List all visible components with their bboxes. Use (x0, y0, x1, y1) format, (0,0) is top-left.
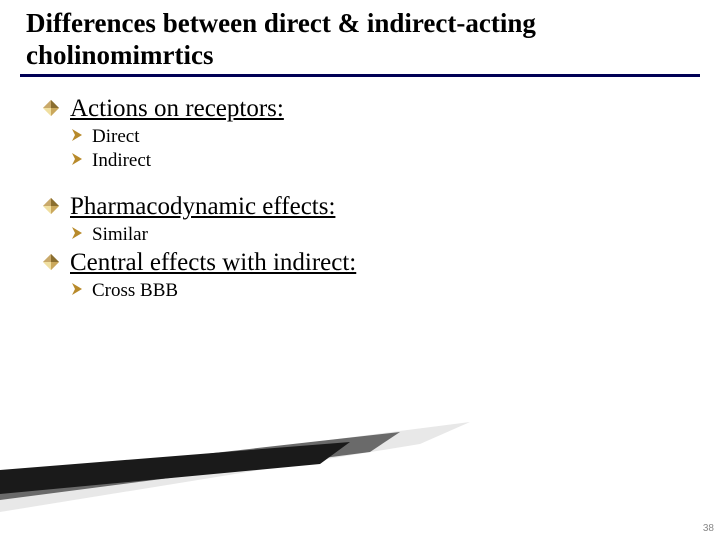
arrow-icon (70, 226, 84, 240)
page-number: 38 (703, 523, 714, 534)
bullet-text: Indirect (92, 150, 151, 171)
diamond-icon (42, 99, 60, 117)
bullet-text: Similar (92, 224, 148, 245)
bullet-text: Cross BBB (92, 280, 178, 301)
bullet-level2: Indirect (70, 149, 700, 173)
bullet-text: Central effects with indirect: (70, 249, 356, 276)
corner-decoration (0, 422, 470, 512)
bullet-text: Pharmacodynamic effects: (70, 193, 335, 220)
bullet-level1: Central effects with indirect: (42, 249, 700, 277)
bullet-text: Actions on receptors: (70, 95, 284, 122)
diamond-icon (42, 253, 60, 271)
bullet-level2: Similar (70, 223, 700, 247)
bullet-level2: Direct (70, 125, 700, 149)
diamond-icon (42, 197, 60, 215)
arrow-icon (70, 152, 84, 166)
slide-title: Differences between direct & indirect-ac… (20, 8, 700, 77)
bullet-level2: Cross BBB (70, 279, 700, 303)
bullet-level1: Actions on receptors: (42, 95, 700, 123)
slide-content: Actions on receptors: Direct Indirect Ph… (20, 95, 700, 303)
bullet-level1: Pharmacodynamic effects: (42, 193, 700, 221)
bullet-text: Direct (92, 126, 139, 147)
arrow-icon (70, 282, 84, 296)
arrow-icon (70, 128, 84, 142)
slide: Differences between direct & indirect-ac… (0, 0, 720, 540)
